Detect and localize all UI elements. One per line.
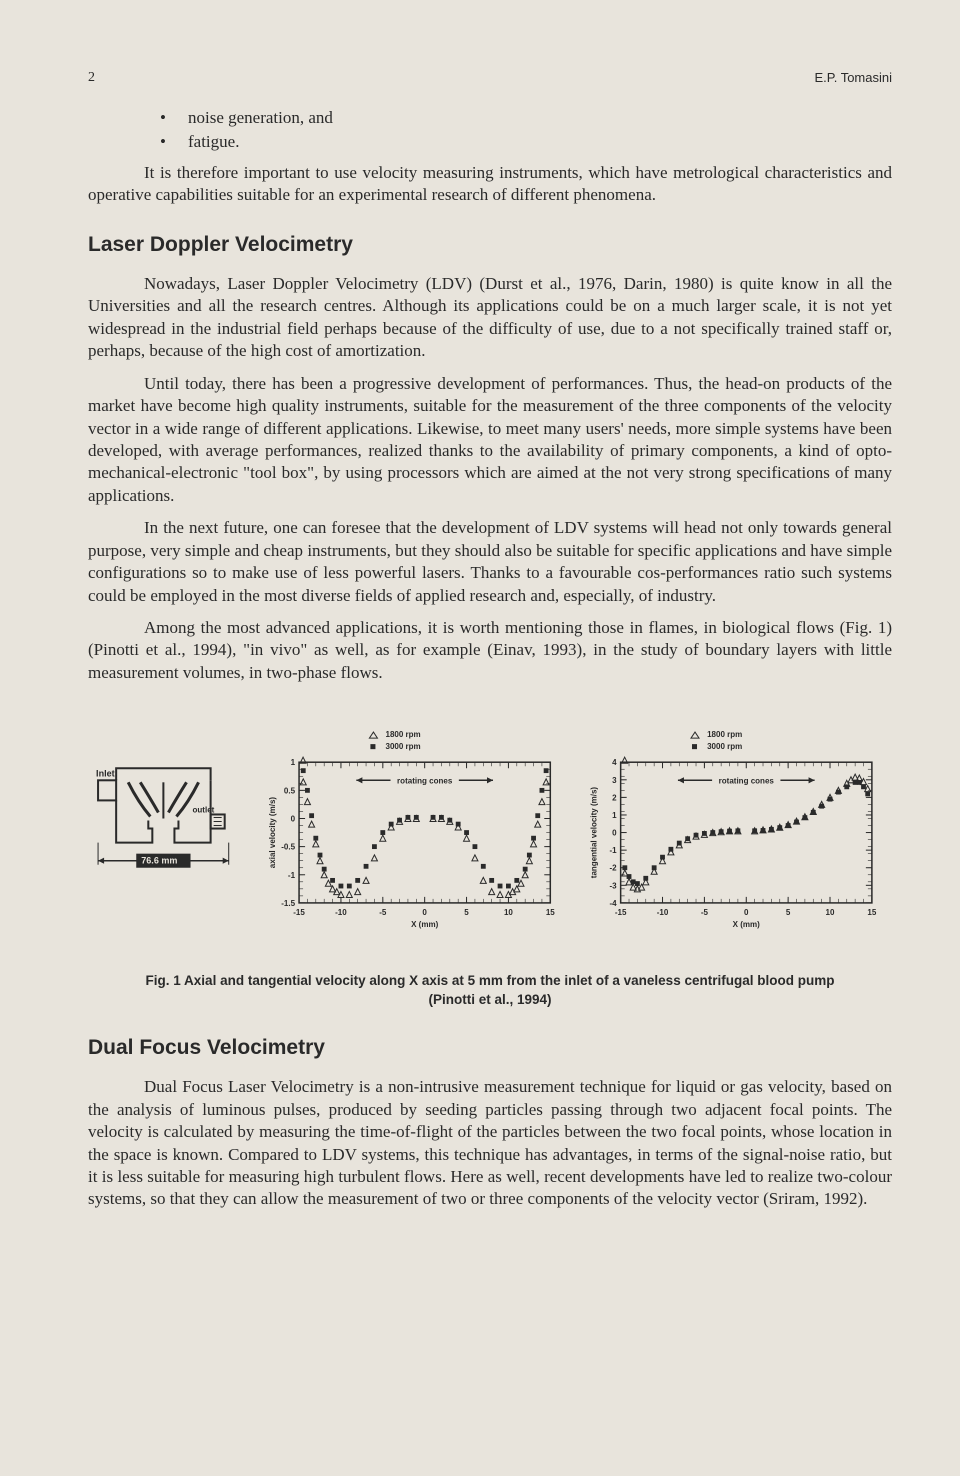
svg-text:-5: -5 <box>379 908 387 917</box>
bullet-item: • fatigue. <box>160 132 892 152</box>
bullet-list: • noise generation, and • fatigue. <box>160 108 892 152</box>
svg-text:1: 1 <box>291 759 296 768</box>
svg-text:10: 10 <box>826 908 835 917</box>
svg-text:5: 5 <box>786 908 791 917</box>
figure-1: Inletoutlet76.6 mm-15-10-5051015-1.5-1-0… <box>88 720 892 1010</box>
page-number: 2 <box>88 70 95 86</box>
svg-text:-5: -5 <box>701 908 709 917</box>
section-heading-dfv: Dual Focus Velocimetry <box>88 1036 892 1060</box>
bullet-text: fatigue. <box>188 132 239 152</box>
svg-text:1800 rpm: 1800 rpm <box>707 730 742 739</box>
svg-text:3: 3 <box>612 776 617 785</box>
svg-text:10: 10 <box>504 908 513 917</box>
svg-text:-15: -15 <box>293 908 305 917</box>
svg-text:axial velocity (m/s): axial velocity (m/s) <box>268 797 277 869</box>
page-author: E.P. Tomasini <box>814 70 892 86</box>
svg-text:3000 rpm: 3000 rpm <box>385 742 420 751</box>
body-paragraph: Dual Focus Laser Velocimetry is a non-in… <box>88 1076 892 1211</box>
svg-text:-10: -10 <box>657 908 669 917</box>
svg-text:-1: -1 <box>288 871 296 880</box>
figure-1-caption: Fig. 1 Axial and tangential velocity alo… <box>88 972 892 1010</box>
bullet-text: noise generation, and <box>188 108 333 128</box>
svg-text:-10: -10 <box>335 908 347 917</box>
svg-text:0.5: 0.5 <box>284 787 296 796</box>
svg-text:rotating cones: rotating cones <box>719 777 775 786</box>
bullet-dot-icon: • <box>160 108 188 128</box>
svg-text:15: 15 <box>546 908 555 917</box>
svg-text:1: 1 <box>612 811 617 820</box>
svg-text:Inlet: Inlet <box>96 769 115 779</box>
body-paragraph: Nowadays, Laser Doppler Velocimetry (LDV… <box>88 273 892 363</box>
svg-text:-3: -3 <box>609 882 617 891</box>
svg-text:X (mm): X (mm) <box>411 920 438 929</box>
bullet-dot-icon: • <box>160 132 188 152</box>
svg-text:outlet: outlet <box>193 806 215 815</box>
svg-text:5: 5 <box>464 908 469 917</box>
intro-paragraph: It is therefore important to use velocit… <box>88 162 892 207</box>
svg-text:0: 0 <box>422 908 427 917</box>
section-heading-ldv: Laser Doppler Velocimetry <box>88 233 892 257</box>
svg-text:-4: -4 <box>609 899 617 908</box>
body-paragraph: Among the most advanced applications, it… <box>88 617 892 684</box>
svg-text:0: 0 <box>291 815 296 824</box>
svg-text:X (mm): X (mm) <box>733 920 760 929</box>
svg-text:rotating cones: rotating cones <box>397 777 453 786</box>
figure-1-svg: Inletoutlet76.6 mm-15-10-5051015-1.5-1-0… <box>88 720 892 941</box>
bullet-item: • noise generation, and <box>160 108 892 128</box>
svg-text:15: 15 <box>867 908 876 917</box>
svg-text:0: 0 <box>612 829 617 838</box>
svg-text:2: 2 <box>612 794 617 803</box>
svg-text:0: 0 <box>744 908 749 917</box>
body-paragraph: In the next future, one can foresee that… <box>88 517 892 607</box>
svg-text:-1: -1 <box>609 846 617 855</box>
svg-text:4: 4 <box>612 759 617 768</box>
svg-text:-1.5: -1.5 <box>281 899 295 908</box>
svg-text:tangential velocity (m/s): tangential velocity (m/s) <box>590 787 599 879</box>
svg-text:1800 rpm: 1800 rpm <box>385 730 420 739</box>
svg-text:76.6 mm: 76.6 mm <box>141 856 177 866</box>
svg-text:-0.5: -0.5 <box>281 843 295 852</box>
svg-text:-15: -15 <box>615 908 627 917</box>
page-header: 2 E.P. Tomasini <box>88 70 892 86</box>
svg-text:-2: -2 <box>609 864 617 873</box>
body-paragraph: Until today, there has been a progressiv… <box>88 373 892 508</box>
svg-text:3000 rpm: 3000 rpm <box>707 742 742 751</box>
